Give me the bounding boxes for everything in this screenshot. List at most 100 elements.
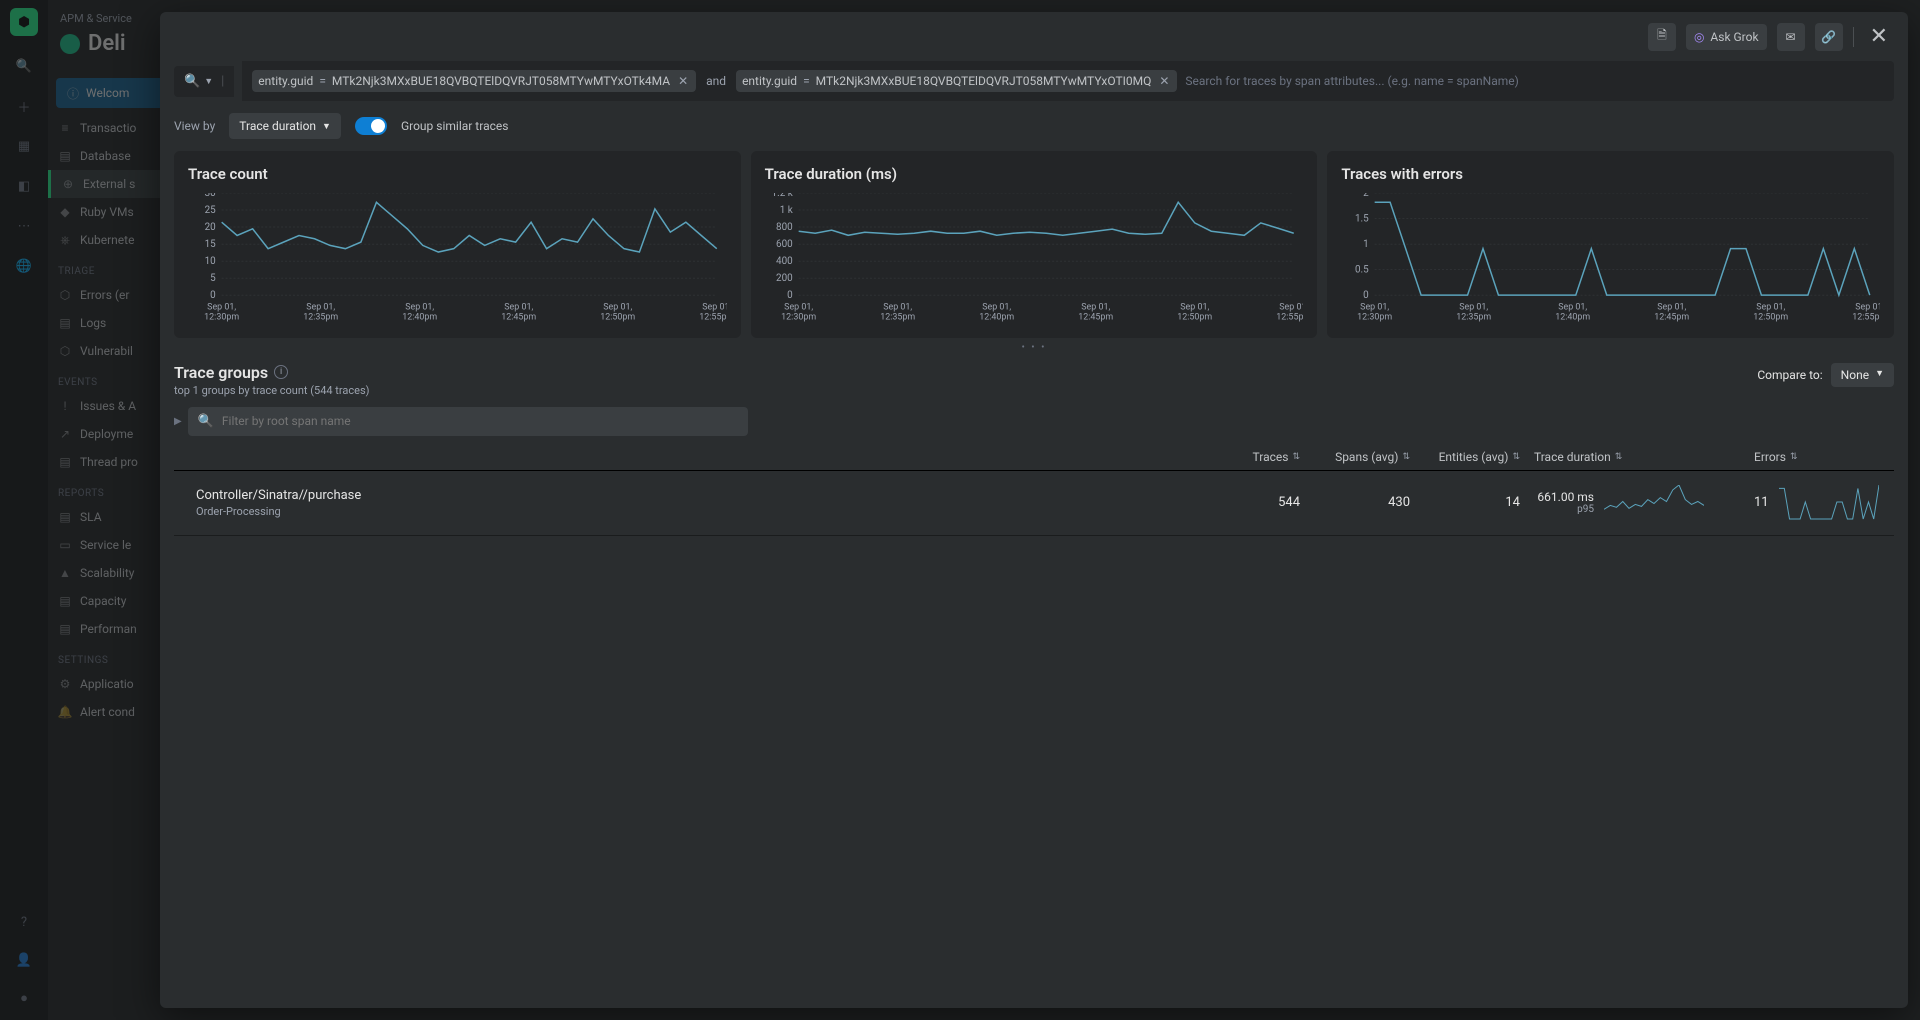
grid-icon[interactable]: ▦: [14, 136, 34, 156]
chart-body[interactable]: 1.2 k1 k8006004002000 Sep 01,12:30pmSep …: [765, 193, 1304, 324]
sort-icon: ⇅: [1402, 452, 1410, 462]
nav-item-label: Issues & A: [80, 399, 136, 413]
nav-item-icon: ▤: [58, 455, 72, 469]
chevron-down-icon: ▼: [322, 121, 331, 132]
mail-button[interactable]: ✉: [1777, 23, 1805, 51]
chart-body[interactable]: 302520151050 Sep 01,12:30pmSep 01,12:35p…: [188, 193, 727, 324]
svg-text:2: 2: [1364, 193, 1370, 199]
svg-text:800: 800: [776, 222, 793, 233]
chip-remove-icon[interactable]: ✕: [1157, 74, 1171, 88]
compare-label: Compare to:: [1757, 368, 1822, 382]
svg-text:0: 0: [787, 290, 793, 301]
svg-text:Sep 01,: Sep 01,: [1757, 302, 1786, 312]
search-row: 🔍 ▼ | entity.guid = MTk2Njk3MXxBUE18QVBQ…: [160, 61, 1908, 113]
viewby-select[interactable]: Trace duration ▼: [229, 113, 341, 139]
svg-text:Sep 01,: Sep 01,: [702, 302, 726, 312]
row-errors: 11: [1754, 485, 1894, 521]
svg-text:20: 20: [205, 222, 216, 233]
traces-panel: 🗎 Ask Grok ✉ 🔗 ✕ 🔍 ▼ | entity.guid = MTk…: [160, 12, 1908, 1008]
more-icon[interactable]: ⋯: [14, 216, 34, 236]
compare-select[interactable]: None ▼: [1831, 363, 1894, 387]
row-spans: 430: [1314, 495, 1424, 510]
svg-text:10: 10: [205, 256, 216, 267]
nav-item-icon: ▤: [58, 594, 72, 608]
search-icon[interactable]: 🔍: [14, 56, 34, 76]
nav-item-icon: ▤: [58, 622, 72, 636]
search-and: and: [704, 74, 728, 88]
nav-item-icon: ▲: [58, 566, 72, 580]
col-entities[interactable]: Entities (avg)⇅: [1424, 450, 1534, 464]
svg-text:Sep 01,: Sep 01,: [1460, 302, 1489, 312]
nav-item-label: Scalability: [80, 566, 134, 580]
svg-text:Sep 01,: Sep 01,: [1081, 302, 1110, 312]
chart-body[interactable]: 21.510.50 Sep 01,12:30pmSep 01,12:35pmSe…: [1341, 193, 1880, 324]
nav-item-label: Applicatio: [80, 677, 134, 691]
svg-text:Sep 01,: Sep 01,: [982, 302, 1011, 312]
row-entities: 14: [1424, 495, 1534, 510]
svg-text:Sep 01,: Sep 01,: [883, 302, 912, 312]
close-button[interactable]: ✕: [1864, 22, 1894, 51]
breadcrumb[interactable]: APM & Service: [60, 12, 168, 25]
info-icon: ⓘ: [66, 86, 80, 100]
panel-header: 🗎 Ask Grok ✉ 🔗 ✕: [160, 12, 1908, 61]
sort-icon: ⇅: [1790, 452, 1798, 462]
search-input-area[interactable]: entity.guid = MTk2Njk3MXxBUE18QVBQTElDQV…: [242, 61, 1894, 101]
expand-handle[interactable]: ▶: [174, 416, 182, 427]
info-icon[interactable]: i: [274, 365, 288, 379]
globe-icon[interactable]: 🌐: [14, 256, 34, 276]
resize-handle[interactable]: • • •: [160, 338, 1908, 357]
col-errors-label: Errors: [1754, 450, 1786, 464]
nav-item-label: Alert cond: [80, 705, 135, 719]
svg-text:25: 25: [205, 205, 216, 216]
compare-value: None: [1841, 368, 1869, 382]
ask-grok-button[interactable]: Ask Grok: [1686, 24, 1767, 50]
svg-text:12:35pm: 12:35pm: [303, 313, 338, 323]
search-placeholder[interactable]: Search for traces by span attributes... …: [1185, 74, 1884, 88]
welcome-pill[interactable]: ⓘ Welcom: [56, 78, 172, 108]
svg-text:12:50pm: 12:50pm: [1177, 313, 1212, 323]
nav-item-icon: ▭: [58, 538, 72, 552]
chart-title: Trace count: [188, 165, 727, 183]
chip-remove-icon[interactable]: ✕: [676, 74, 690, 88]
filter-input-wrap[interactable]: 🔍: [188, 407, 748, 436]
col-errors[interactable]: Errors ⇅: [1754, 450, 1894, 464]
col-duration-label: Trace duration: [1534, 450, 1611, 464]
search-chip[interactable]: entity.guid = MTk2Njk3MXxBUE18QVBQTElDQV…: [736, 70, 1177, 92]
filter-row: ▶ 🔍: [174, 407, 1894, 444]
col-spans[interactable]: Spans (avg)⇅: [1314, 450, 1424, 464]
filter-input[interactable]: [222, 414, 738, 428]
table-row[interactable]: Controller/Sinatra//purchase Order-Proce…: [174, 471, 1894, 536]
add-icon[interactable]: ＋: [14, 96, 34, 116]
group-traces-toggle[interactable]: [355, 117, 387, 135]
svg-text:15: 15: [205, 239, 216, 250]
layers-icon[interactable]: ◧: [14, 176, 34, 196]
nav-item-icon: ↗: [58, 427, 72, 441]
svg-text:12:50pm: 12:50pm: [600, 313, 635, 323]
col-traces[interactable]: Traces⇅: [1204, 450, 1314, 464]
search-scope-button[interactable]: 🔍 ▼ |: [174, 66, 234, 97]
search-icon: 🔍: [184, 74, 200, 89]
link-button[interactable]: 🔗: [1815, 23, 1843, 51]
row-traces: 544: [1204, 495, 1314, 510]
nav-item-icon: ⎈: [58, 233, 72, 247]
row-secondary: Order-Processing: [196, 505, 1204, 518]
notes-button[interactable]: 🗎: [1648, 23, 1676, 51]
svg-text:0: 0: [1364, 290, 1370, 301]
nav-item-label: Deployme: [80, 427, 133, 441]
svg-text:1.5: 1.5: [1355, 213, 1369, 224]
user-icon[interactable]: 👤: [14, 950, 34, 970]
search-chip[interactable]: entity.guid = MTk2Njk3MXxBUE18QVBQTElDQV…: [252, 70, 696, 92]
svg-text:Sep 01,: Sep 01,: [1279, 302, 1303, 312]
logo[interactable]: ⬢: [10, 8, 38, 36]
help-icon[interactable]: ?: [14, 912, 34, 932]
svg-text:Sep 01,: Sep 01,: [1361, 302, 1390, 312]
trace-groups-section: Trace groups i top 1 groups by trace cou…: [160, 357, 1908, 1008]
col-duration[interactable]: Trace duration⇅: [1534, 450, 1754, 464]
status-dot-icon[interactable]: ●: [14, 988, 34, 1008]
nav-item-icon: !: [58, 399, 72, 413]
svg-text:Sep 01,: Sep 01,: [207, 302, 236, 312]
nav-item-label: Ruby VMs: [80, 205, 134, 219]
nav-item-icon: ≡: [58, 121, 72, 135]
svg-text:12:45pm: 12:45pm: [501, 313, 536, 323]
svg-text:Sep 01,: Sep 01,: [1658, 302, 1687, 312]
